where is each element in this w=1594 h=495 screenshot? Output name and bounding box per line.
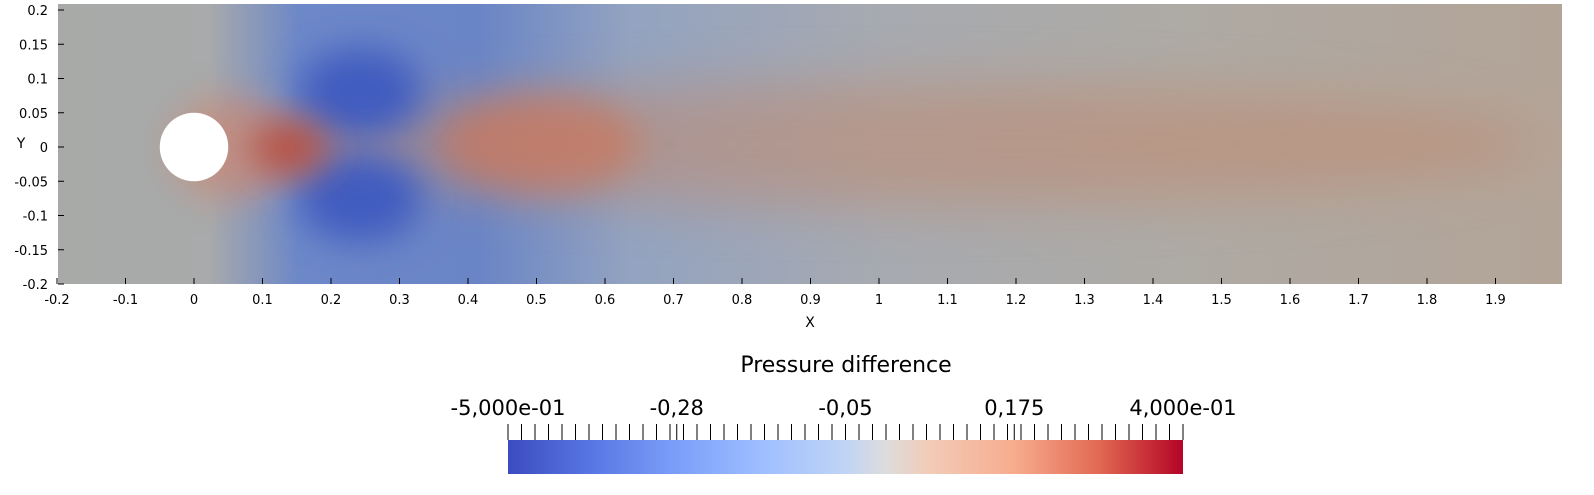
x-tick-label: 0.5 xyxy=(526,293,547,308)
x-tick-label: 0 xyxy=(190,293,198,308)
pressure-field xyxy=(58,4,1562,284)
x-tick-label: -0.1 xyxy=(113,293,138,308)
field-wake-near xyxy=(440,96,640,192)
x-tick-label: 0.4 xyxy=(458,293,479,308)
y-tick-label: -0.1 xyxy=(23,210,48,225)
colorbar-tick-label: -0,05 xyxy=(818,396,872,420)
x-tick-label: 0.8 xyxy=(732,293,753,308)
y-tick-label: -0.15 xyxy=(14,244,48,259)
y-tick-label: 0.15 xyxy=(19,38,48,53)
colorbar-tick-label: -0,28 xyxy=(650,396,704,420)
colorbar-tick-label: 4,000e-01 xyxy=(1129,396,1236,420)
colorbar-tick-label: 0,175 xyxy=(984,396,1044,420)
x-tick-label: 1.9 xyxy=(1485,293,1506,308)
x-axis-label: X xyxy=(805,315,815,331)
y-tick-label: -0.2 xyxy=(23,278,48,293)
x-tick-label: 1.2 xyxy=(1006,293,1027,308)
x-tick-label: 1 xyxy=(875,293,883,308)
y-tick-label: 0.1 xyxy=(27,73,48,88)
y-axis-label: Y xyxy=(16,136,26,152)
x-tick-label: 1.4 xyxy=(1143,293,1164,308)
colorbar-title: Pressure difference xyxy=(740,353,951,378)
x-tick-label: 0.7 xyxy=(663,293,684,308)
colorbar-ticks: -5,000e-01 -0,28 -0,05 0,175 4,000e-01 xyxy=(451,396,1237,455)
x-tick-label: 1.8 xyxy=(1417,293,1438,308)
x-tick-label: 1.5 xyxy=(1211,293,1232,308)
y-tick-label: -0.05 xyxy=(14,175,48,190)
x-tick-label: 1.7 xyxy=(1348,293,1369,308)
y-tick-label: 0 xyxy=(40,141,48,156)
x-tick-label: 0.3 xyxy=(389,293,410,308)
cylinder-obstacle xyxy=(159,112,229,182)
y-tick-label: 0.2 xyxy=(27,4,48,19)
x-tick-label: 0.2 xyxy=(321,293,342,308)
x-tick-label: 0.1 xyxy=(252,293,273,308)
colorbar-tick-label: -5,000e-01 xyxy=(451,396,566,420)
x-axis: -0.2 -0.1 0 0.1 0.2 0.3 0.4 0.5 0.6 0.7 0.8 0.9 1 1.1… xyxy=(44,278,1506,308)
y-axis: 0.2 0.15 0.1 0.05 0 -0.05 -0.1 -0.15 -0.2 xyxy=(14,4,64,293)
x-tick-label: 0.9 xyxy=(800,293,821,308)
y-tick-label: 0.05 xyxy=(19,107,48,122)
x-tick-label: -0.2 xyxy=(44,293,69,308)
x-tick-label: 1.3 xyxy=(1074,293,1095,308)
field-lower-low xyxy=(298,154,422,242)
x-tick-label: 1.6 xyxy=(1280,293,1301,308)
x-tick-label: 1.1 xyxy=(937,293,958,308)
x-tick-label: 0.6 xyxy=(595,293,616,308)
field-upper-low xyxy=(298,48,422,136)
colorbar xyxy=(508,440,1183,474)
field-stagnation-high xyxy=(252,122,328,174)
